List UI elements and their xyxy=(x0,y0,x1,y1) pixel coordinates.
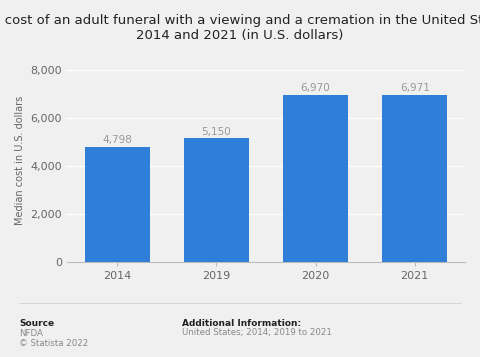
Bar xyxy=(383,95,447,262)
Y-axis label: Median cost in U.S. dollars: Median cost in U.S. dollars xyxy=(15,95,25,225)
Text: 6,970: 6,970 xyxy=(300,83,330,93)
Text: Median cost of an adult funeral with a viewing and a cremation in the United Sta: Median cost of an adult funeral with a v… xyxy=(0,14,480,42)
Text: 4,798: 4,798 xyxy=(102,135,132,145)
Text: 6,971: 6,971 xyxy=(400,83,430,93)
Bar xyxy=(184,139,249,262)
Text: NFDA
© Statista 2022: NFDA © Statista 2022 xyxy=(19,329,88,348)
Text: Source: Source xyxy=(19,320,54,328)
Bar xyxy=(283,95,348,262)
Text: Additional Information:: Additional Information: xyxy=(182,320,301,328)
Text: United States; 2014; 2019 to 2021: United States; 2014; 2019 to 2021 xyxy=(182,328,332,337)
Text: 5,150: 5,150 xyxy=(202,127,231,137)
Bar xyxy=(85,147,150,262)
